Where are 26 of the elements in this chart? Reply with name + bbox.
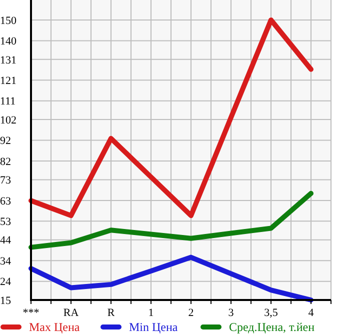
y-tick-label: 53 xyxy=(0,216,12,228)
x-tick-label: 1 xyxy=(148,307,154,319)
y-tick-label: 34 xyxy=(0,255,12,268)
legend-label: Сред.Цена, т.йен xyxy=(229,320,316,334)
y-tick-label: 150 xyxy=(0,14,17,27)
y-tick-label: 131 xyxy=(0,54,16,66)
y-tick-label: 92 xyxy=(0,135,11,148)
y-tick-label: 63 xyxy=(0,195,12,208)
y-tick-label: 73 xyxy=(0,174,12,187)
y-tick-label: 111 xyxy=(0,96,16,108)
y-tick-label: 82 xyxy=(0,156,11,168)
x-tick-label: 3 xyxy=(228,307,234,319)
y-tick-label: 140 xyxy=(0,36,17,48)
x-tick-label: *** xyxy=(22,307,40,319)
legend-label: Max Цена xyxy=(29,320,80,334)
x-tick-label: 2 xyxy=(188,307,194,319)
y-tick-label: 24 xyxy=(0,276,12,288)
x-tick-label: 3,5 xyxy=(264,307,278,319)
legend-label: Min Цена xyxy=(129,320,178,334)
x-tick-label: RA xyxy=(63,307,79,319)
y-tick-label: 44 xyxy=(0,234,12,247)
y-tick-label: 15 xyxy=(0,294,12,307)
y-tick-label: 102 xyxy=(0,114,16,126)
x-tick-label: R xyxy=(107,307,116,319)
y-tick-label: 121 xyxy=(0,75,16,87)
x-tick-label: 4 xyxy=(308,307,314,319)
